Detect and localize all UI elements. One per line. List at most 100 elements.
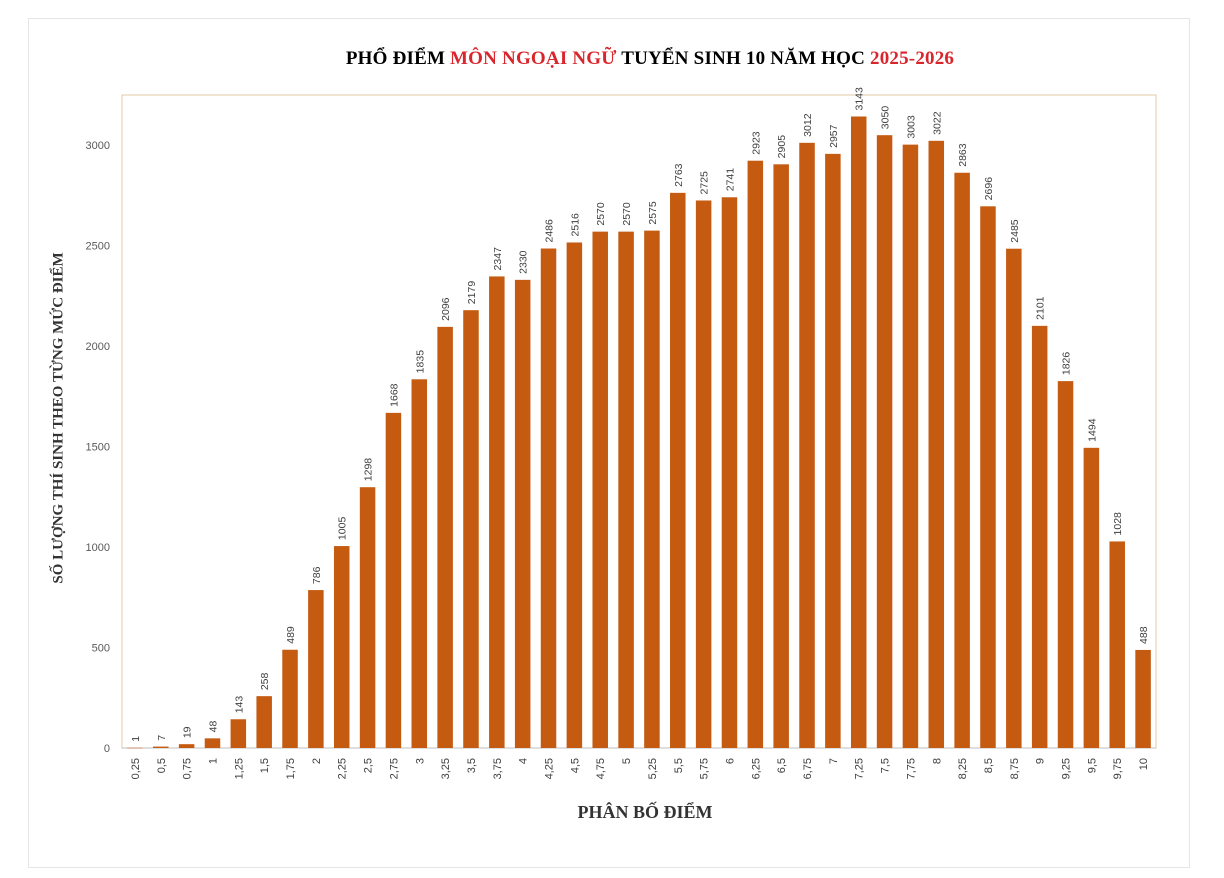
- x-tick-label: 3,75: [492, 758, 504, 779]
- bar: [489, 276, 505, 748]
- x-tick-label: 6,75: [802, 758, 814, 779]
- bar: [308, 590, 324, 748]
- bar-value-label: 1: [130, 736, 142, 742]
- x-tick-label: 4,25: [544, 758, 556, 779]
- bar: [127, 747, 143, 749]
- bar-value-label: 786: [311, 566, 323, 584]
- x-tick-label: 7,25: [854, 758, 866, 779]
- bar-value-label: 489: [285, 626, 297, 644]
- bar-value-label: 2570: [595, 202, 607, 226]
- bar: [850, 116, 867, 748]
- bar-value-label: 1668: [388, 383, 400, 407]
- bar: [463, 310, 479, 748]
- x-tick-label: 4,5: [569, 758, 581, 773]
- bar-value-label: 2096: [440, 297, 452, 321]
- bar-value-label: 2486: [544, 219, 556, 243]
- bar-value-label: 3050: [880, 106, 892, 130]
- x-tick-label: 1: [207, 758, 219, 764]
- bar-value-label: 2923: [750, 131, 762, 155]
- x-tick-label: 0,75: [182, 758, 194, 779]
- bar: [1057, 381, 1074, 748]
- x-tick-label: 6: [724, 758, 736, 764]
- bar-value-label: 2330: [518, 250, 530, 274]
- bar-value-label: 2485: [1009, 219, 1021, 243]
- x-tick-label: 2: [311, 758, 323, 764]
- y-tick-label: 2500: [86, 241, 110, 253]
- x-tick-label: 9,25: [1061, 758, 1073, 779]
- bar: [644, 230, 660, 749]
- bar-value-label: 2516: [569, 213, 581, 237]
- x-axis-label: PHÂN BỐ ĐIỂM: [577, 802, 713, 822]
- bar-value-label: 2863: [957, 143, 969, 167]
- bar-value-label: 3012: [802, 113, 814, 137]
- title-part-3: TUYỂN SINH 10 NĂM HỌC: [616, 48, 870, 69]
- x-tick-label: 1,25: [233, 758, 245, 779]
- x-tick-label: 8,5: [983, 758, 995, 773]
- x-tick-label: 1,75: [285, 758, 297, 779]
- plot-area-border: [121, 94, 1157, 749]
- x-tick-label: 8,75: [1009, 758, 1021, 779]
- bar-value-label: 1835: [414, 350, 426, 374]
- bar-value-label: 1826: [1061, 352, 1073, 376]
- chart-title: PHỔ ĐIỂM MÔN NGOẠI NGỮ TUYỂN SINH 10 NĂM…: [0, 48, 1224, 70]
- bar-value-label: 2696: [983, 177, 995, 201]
- bar: [954, 172, 970, 749]
- bar-value-label: 2101: [1035, 296, 1047, 320]
- bar-value-label: 143: [233, 696, 245, 714]
- bar: [385, 412, 402, 748]
- bar: [333, 546, 350, 748]
- bar-value-label: 488: [1138, 626, 1150, 644]
- bar: [670, 192, 686, 748]
- x-tick-label: 0,5: [156, 758, 168, 773]
- bar: [1135, 649, 1151, 748]
- bar-value-label: 3143: [854, 87, 866, 111]
- bar: [411, 379, 428, 748]
- bar: [721, 197, 738, 749]
- bar-value-label: 258: [259, 672, 271, 690]
- x-tick-label: 3: [414, 758, 426, 764]
- y-tick-label: 500: [92, 643, 110, 655]
- x-tick-label: 5,75: [699, 758, 711, 779]
- bar-value-label: 2575: [647, 201, 659, 225]
- bar-value-label: 48: [207, 721, 219, 733]
- title-subject: MÔN NGOẠI NGỮ: [450, 48, 617, 69]
- bar: [514, 279, 531, 748]
- bar: [592, 231, 608, 748]
- bar: [256, 696, 272, 748]
- bar: [747, 160, 764, 748]
- x-tick-label: 2,25: [337, 758, 349, 779]
- x-tick-label: 9,75: [1112, 758, 1124, 779]
- bar-value-label: 2741: [724, 168, 736, 192]
- x-tick-label: 5,25: [647, 758, 659, 779]
- bar-value-label: 2179: [466, 281, 478, 305]
- x-tick-label: 3,25: [440, 758, 452, 779]
- bar-value-label: 2905: [776, 135, 788, 159]
- bar: [230, 719, 247, 748]
- x-tick-label: 10: [1138, 758, 1150, 770]
- x-tick-label: 8: [931, 758, 943, 764]
- bar-value-label: 2725: [699, 171, 711, 195]
- x-tick-label: 4,75: [595, 758, 607, 779]
- bar: [178, 744, 195, 748]
- x-tick-label: 5,5: [673, 758, 685, 773]
- x-tick-label: 5: [621, 758, 633, 764]
- bar: [282, 649, 298, 748]
- bar: [1031, 325, 1048, 748]
- bar-value-label: 3003: [905, 115, 917, 139]
- bar: [928, 140, 945, 749]
- y-tick-label: 3000: [86, 140, 110, 152]
- bar-value-label: 2347: [492, 247, 504, 271]
- y-tick-label: 1000: [86, 542, 110, 554]
- bar: [540, 248, 557, 748]
- bar: [773, 164, 789, 748]
- x-tick-label: 9,5: [1086, 758, 1098, 773]
- bar: [1006, 248, 1022, 748]
- title-part-1: PHỔ ĐIỂM: [345, 48, 451, 69]
- title-year: 2025-2026: [870, 48, 955, 69]
- bar-value-label: 19: [182, 726, 194, 738]
- x-tick-label: 1,5: [259, 758, 271, 773]
- x-tick-label: 4: [518, 758, 530, 764]
- bar: [437, 326, 453, 748]
- x-tick-label: 2,5: [363, 758, 375, 773]
